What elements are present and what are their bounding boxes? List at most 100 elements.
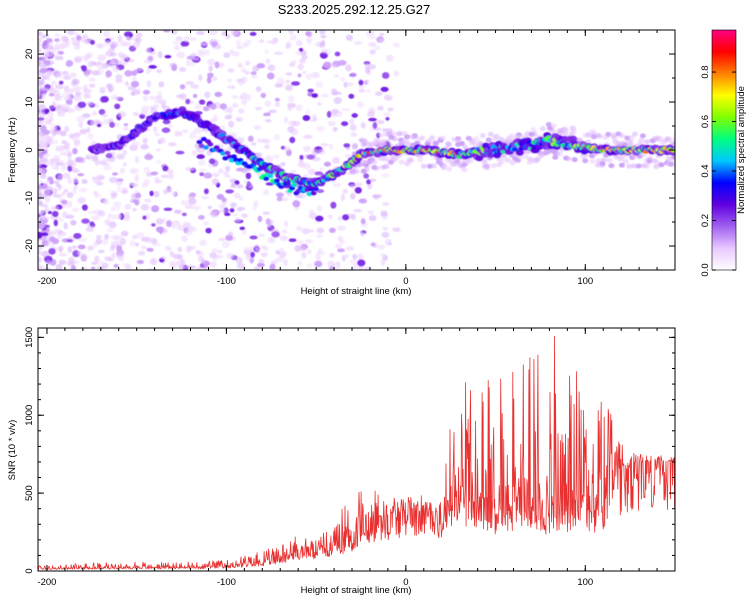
spectral-blob	[360, 121, 366, 129]
spectral-blob	[368, 215, 377, 222]
spectral-blob	[249, 235, 258, 240]
spectral-blob	[57, 174, 63, 181]
spectral-blob	[123, 61, 128, 66]
spectral-blob	[196, 146, 206, 154]
spectral-blob	[200, 136, 207, 142]
spectral-blob	[231, 50, 240, 57]
spectral-blob	[174, 130, 183, 137]
spectral-blob	[131, 193, 138, 199]
spectral-blob	[162, 119, 171, 125]
spectral-blob	[49, 236, 56, 242]
tick-label: 100	[577, 577, 593, 588]
spectral-blob	[326, 110, 332, 118]
spectral-blob	[38, 91, 41, 98]
spectral-blob	[274, 51, 283, 55]
spectral-blob	[372, 122, 378, 129]
spectral-blob	[274, 257, 284, 263]
spectral-blob	[366, 89, 371, 93]
spectral-blob	[38, 141, 45, 149]
spectral-blob	[61, 191, 66, 196]
spectral-blob	[132, 41, 141, 48]
spectral-blob	[393, 70, 400, 77]
spectral-blob	[38, 267, 43, 270]
spectral-blob	[380, 86, 389, 92]
spectral-blob	[79, 128, 88, 135]
spectral-blob	[142, 215, 147, 220]
spectral-blob	[94, 119, 101, 125]
spectral-blob	[311, 93, 319, 98]
spectral-blob	[351, 263, 359, 270]
spectral-blob	[91, 215, 100, 221]
spectral-blob	[183, 221, 189, 227]
spectral-blob	[65, 200, 73, 209]
spectral-blob	[329, 227, 336, 234]
spectral-blob	[186, 59, 191, 67]
spectral-blob	[168, 172, 174, 180]
spectral-blob	[112, 213, 117, 221]
spectral-blob	[110, 244, 116, 250]
spectral-blob	[250, 71, 257, 76]
spectral-blob	[539, 126, 546, 132]
spectral-blob	[91, 70, 101, 76]
spectral-blob	[485, 137, 492, 143]
spectral-blob	[241, 68, 247, 73]
spectral-blob	[398, 159, 405, 165]
spectral-blob	[132, 111, 139, 117]
spectral-blob	[483, 163, 490, 169]
spectral-blob	[281, 197, 289, 202]
spectral-blob	[221, 241, 230, 249]
spectral-blob	[69, 220, 76, 225]
spectral-blob	[354, 40, 362, 45]
spectral-blob	[77, 91, 83, 96]
spectral-blob	[179, 66, 187, 73]
spectral-blob	[565, 156, 572, 162]
spectral-blob	[263, 176, 270, 181]
spectral-blob	[610, 132, 617, 138]
spectral-blob	[120, 54, 129, 61]
spectral-blob	[111, 172, 119, 176]
spectral-blob	[226, 85, 236, 89]
spectral-blob	[171, 64, 178, 72]
snr-y-ticks: 0 500 1000 1500	[24, 327, 675, 574]
spectral-blob	[71, 166, 77, 171]
spectral-blob	[180, 199, 188, 206]
spectral-blob	[373, 194, 380, 200]
spectral-blob	[99, 86, 106, 94]
tick-label: 0	[24, 568, 35, 573]
spectral-blob	[260, 252, 268, 258]
spectral-blob	[143, 59, 152, 64]
spectral-blob	[629, 135, 636, 141]
spectral-blob	[71, 245, 78, 250]
spectral-blob	[305, 37, 313, 43]
spectral-blob	[151, 223, 156, 227]
spectral-blob	[107, 60, 117, 68]
snr-x-label: Height of straight line (km)	[301, 585, 412, 596]
spectral-blob	[411, 134, 418, 140]
spectral-blob	[38, 117, 45, 121]
spectral-blob	[42, 250, 49, 257]
spectral-blob	[78, 121, 83, 128]
spectral-blob	[337, 235, 343, 242]
spectral-blob	[39, 124, 47, 132]
spectral-blob	[144, 236, 153, 244]
spectral-blob	[288, 30, 294, 35]
spectral-blob	[72, 41, 80, 47]
spectral-blob	[117, 111, 127, 118]
spectral-blob	[417, 157, 424, 163]
spectral-blob	[198, 74, 203, 82]
spectral-blob	[102, 158, 111, 162]
spectral-blob	[228, 158, 235, 163]
spectral-blob	[150, 171, 159, 176]
spectral-blob	[104, 233, 110, 240]
spectral-blob	[316, 125, 326, 132]
spectral-blob	[345, 63, 352, 71]
spectral-blob	[291, 81, 300, 86]
spectral-blob	[189, 131, 196, 136]
spectral-blob	[264, 118, 272, 123]
spectral-blob	[68, 150, 73, 157]
spectral-blob	[658, 162, 665, 168]
spectral-blob	[130, 182, 138, 188]
spectral-blob	[42, 53, 49, 59]
spectral-blob	[323, 161, 331, 167]
spectral-blob	[197, 50, 205, 57]
